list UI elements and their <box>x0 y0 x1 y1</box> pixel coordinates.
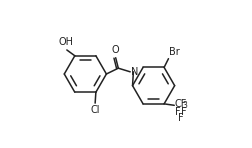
Text: O: O <box>111 45 119 55</box>
Text: OH: OH <box>59 37 74 47</box>
Text: CF: CF <box>175 99 187 109</box>
Text: 3: 3 <box>182 101 187 110</box>
Text: Cl: Cl <box>90 106 100 115</box>
Text: Br: Br <box>169 47 179 57</box>
Text: N: N <box>131 67 138 77</box>
Text: F: F <box>178 113 183 123</box>
Text: F: F <box>175 107 180 117</box>
Text: F: F <box>181 107 186 117</box>
